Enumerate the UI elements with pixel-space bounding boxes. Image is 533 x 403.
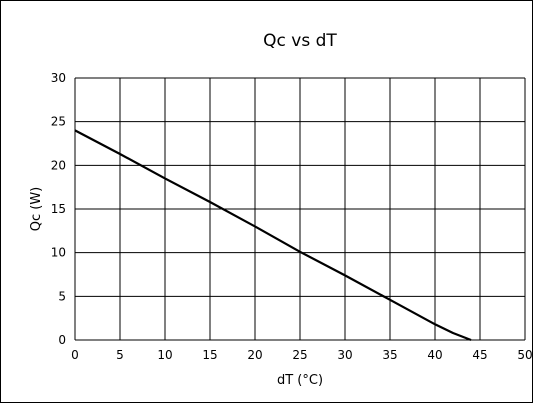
y-tick-label: 5: [58, 289, 66, 303]
x-tick-label: 35: [382, 348, 397, 362]
x-tick-label: 10: [157, 348, 172, 362]
y-tick-label: 25: [51, 115, 66, 129]
y-axis-label: Qc (W): [29, 187, 44, 232]
series-line: [74, 129, 472, 342]
y-tick-label: 20: [51, 158, 66, 172]
y-axis-ticks: 0 5 10 15 20 25 30: [51, 71, 66, 347]
chart-title: Qc vs dT: [263, 31, 337, 51]
y-tick-label: 15: [51, 202, 66, 216]
x-tick-label: 45: [472, 348, 487, 362]
x-tick-label: 25: [292, 348, 307, 362]
y-tick-label: 30: [51, 71, 66, 85]
x-tick-label: 0: [71, 348, 79, 362]
x-axis-label: dT (°C): [277, 373, 323, 388]
y-tick-label: 10: [51, 246, 66, 260]
grid: [74, 77, 526, 341]
series-group: [74, 129, 472, 342]
x-tick-label: 50: [517, 348, 532, 362]
x-tick-label: 30: [337, 348, 352, 362]
x-tick-label: 5: [116, 348, 124, 362]
y-tick-label: 0: [58, 333, 66, 347]
x-tick-label: 15: [202, 348, 217, 362]
x-axis-ticks: 0 5 10 15 20 25 30 35 40 45 50: [71, 348, 532, 362]
x-tick-label: 40: [427, 348, 442, 362]
x-tick-label: 20: [247, 348, 262, 362]
